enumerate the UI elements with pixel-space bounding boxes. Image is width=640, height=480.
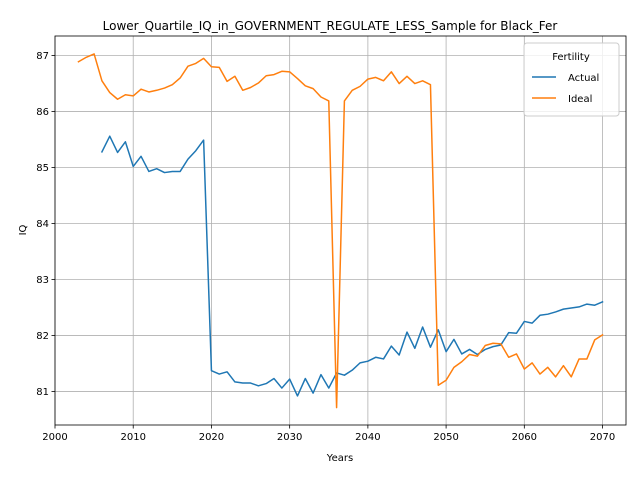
- x-tick-label: 2040: [355, 432, 380, 443]
- x-tick-label: 2030: [277, 432, 302, 443]
- y-tick-label: 82: [36, 331, 49, 342]
- legend: Fertility Actual Ideal: [523, 42, 620, 117]
- series-lines: [77, 53, 604, 409]
- x-axis-label: Years: [326, 453, 353, 464]
- series-line-ideal: [77, 53, 604, 409]
- legend-label-actual: Actual: [568, 73, 599, 84]
- y-axis-ticks: 81 82 83 84 85 86 87: [36, 51, 55, 398]
- y-tick-label: 83: [36, 275, 49, 286]
- y-tick-label: 81: [36, 387, 49, 398]
- x-tick-label: 2020: [199, 432, 224, 443]
- x-tick-label: 2070: [590, 432, 615, 443]
- legend-title: Fertility: [552, 52, 590, 63]
- y-tick-label: 86: [36, 107, 49, 118]
- x-tick-label: 2000: [42, 432, 67, 443]
- plot-area-frame: [54, 35, 627, 426]
- series-line-actual: [100, 135, 604, 397]
- x-axis-ticks: 2000 2010 2020 2030 2040 2050 2060 2070: [42, 425, 615, 443]
- y-tick-label: 87: [36, 51, 49, 62]
- y-axis-label: IQ: [18, 224, 29, 235]
- x-tick-label: 2060: [512, 432, 537, 443]
- y-tick-label: 84: [36, 219, 49, 230]
- chart-title: Lower_Quartile_IQ_in_GOVERNMENT_REGULATE…: [103, 19, 558, 33]
- y-tick-label: 85: [36, 163, 49, 174]
- x-tick-label: 2010: [120, 432, 145, 443]
- x-tick-label: 2050: [433, 432, 458, 443]
- legend-label-ideal: Ideal: [568, 94, 592, 105]
